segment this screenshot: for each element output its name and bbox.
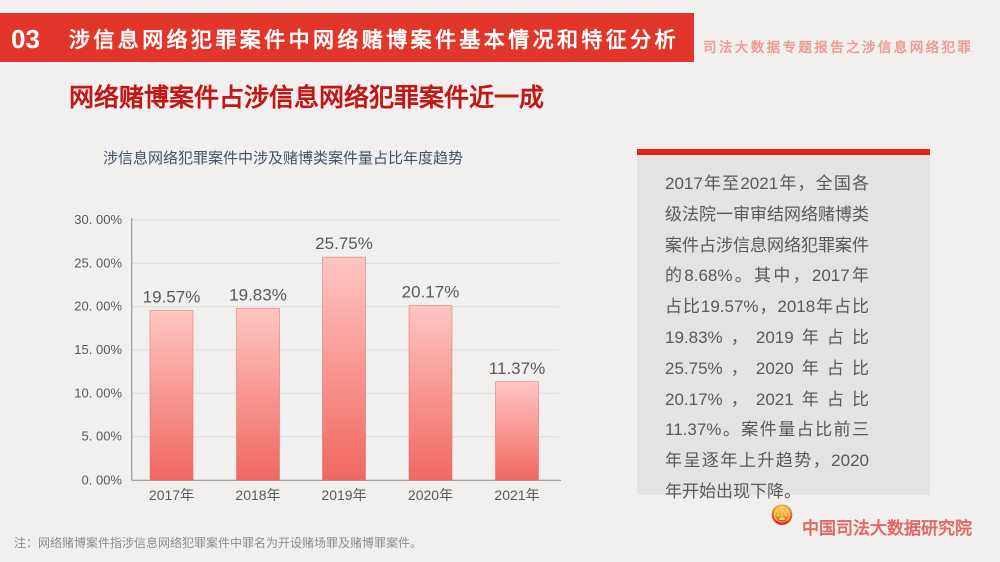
svg-text:2021年: 2021年	[494, 487, 539, 503]
svg-text:25. 00%: 25. 00%	[74, 255, 122, 270]
svg-text:30. 00%: 30. 00%	[74, 212, 122, 227]
svg-text:20.17%: 20.17%	[402, 283, 460, 302]
svg-text:20. 00%: 20. 00%	[74, 299, 122, 314]
svg-text:25.75%: 25.75%	[315, 234, 373, 253]
svg-text:11.37%: 11.37%	[489, 359, 545, 378]
svg-text:0. 00%: 0. 00%	[82, 472, 123, 487]
svg-text:19.83%: 19.83%	[229, 285, 287, 304]
svg-text:10. 00%: 10. 00%	[74, 385, 122, 400]
svg-text:19.57%: 19.57%	[143, 288, 201, 307]
svg-text:2020年: 2020年	[408, 487, 453, 503]
svg-text:2019年: 2019年	[321, 487, 366, 503]
svg-text:2018年: 2018年	[235, 487, 280, 503]
svg-text:2017年: 2017年	[149, 487, 194, 503]
svg-text:15. 00%: 15. 00%	[74, 342, 122, 357]
svg-text:5. 00%: 5. 00%	[82, 429, 123, 444]
